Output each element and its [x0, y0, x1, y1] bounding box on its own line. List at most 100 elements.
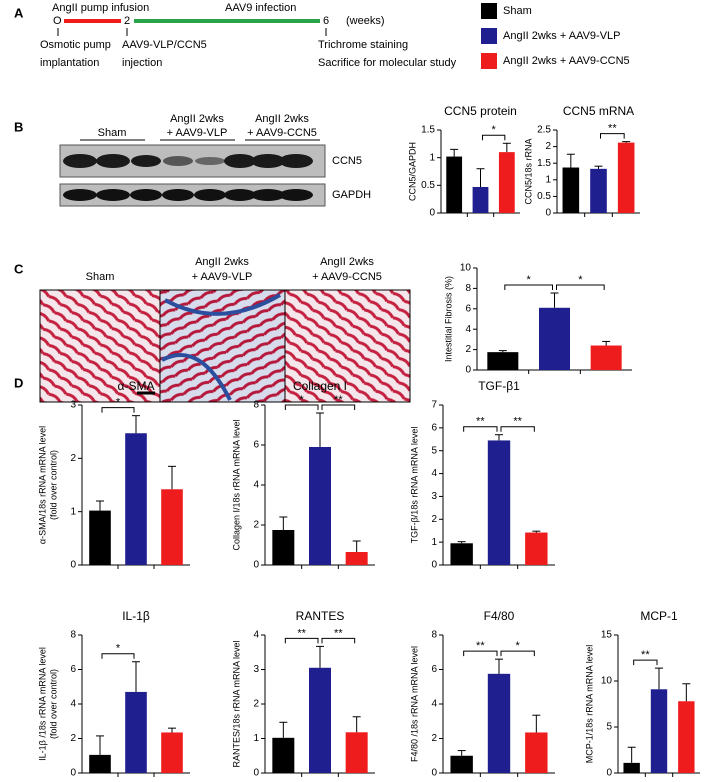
chart-title: TGF-β1 [478, 379, 520, 393]
y-axis-label: TGF-β/18s rRNA mRNA level [409, 427, 419, 544]
error-bar [495, 658, 503, 674]
y-tick-label: 2 [253, 520, 259, 531]
y-tick-label: 10 [601, 676, 613, 687]
significance-bracket [500, 426, 535, 432]
group-label: Sham [98, 127, 127, 139]
significance-label: ** [476, 416, 485, 428]
chart-title: MCP-1 [640, 609, 678, 623]
group-label: AngII 2wks [170, 113, 224, 125]
bar [450, 543, 473, 565]
y-tick-label: 2 [431, 514, 437, 525]
error-bar [476, 168, 485, 187]
error-bar [627, 746, 636, 763]
y-tick-label: 7 [431, 400, 437, 411]
legend-label: AngII 2wks + AAV9-CCN5 [503, 55, 630, 67]
chart-title: RANTES [296, 609, 345, 623]
y-axis-label: F4/80 /18s rRNA mRNA level [409, 646, 419, 762]
bar [472, 186, 489, 213]
y-tick-label: 4 [70, 699, 76, 710]
y-tick-label: 0 [606, 768, 612, 779]
y-tick-label: 0 [253, 560, 259, 571]
y-tick-label: 6 [431, 664, 437, 675]
phase-label: AAV9 infection [225, 2, 296, 14]
bar [678, 701, 695, 773]
error-bar [532, 714, 541, 733]
bar [590, 345, 622, 370]
event-label: implantation [40, 57, 99, 69]
y-axis-label: Collagen I/18s rRNA mRNA level [231, 419, 241, 550]
chart-title: Collagen I [293, 379, 347, 393]
y-tick-label: 1 [545, 174, 551, 185]
y-tick-label: 2 [253, 699, 259, 710]
y-tick-label: 0 [429, 208, 435, 219]
y-tick-label: 0.5 [421, 180, 435, 191]
y-tick-label: 1.5 [421, 125, 435, 136]
y-tick-label: 15 [601, 630, 613, 641]
y-axis-label: IL-1β /18s rRNA mRNA level [37, 647, 47, 761]
y-tick-label: 4 [465, 324, 471, 335]
bar [89, 754, 111, 773]
y-tick-label: 4 [431, 468, 437, 479]
y-tick-label: 6 [70, 664, 76, 675]
y-tick-label: 0 [70, 560, 76, 571]
error-bar [566, 153, 575, 168]
error-bar [594, 165, 603, 169]
bar [309, 667, 331, 773]
significance-bracket [284, 637, 319, 644]
significance-bracket [556, 284, 605, 290]
significance-label: ** [641, 649, 650, 661]
chart-title: CCN5 protein [444, 104, 517, 118]
significance-label: * [516, 640, 521, 652]
y-tick-label: 8 [431, 630, 437, 641]
group-label: Sham [86, 271, 115, 283]
y-tick-label: 1 [253, 733, 259, 744]
y-axis-label: Intestitial Fibrosis (%) [443, 276, 453, 362]
histology-image [284, 289, 411, 403]
significance-label: ** [297, 627, 306, 639]
legend-swatch [481, 53, 497, 69]
event-label: Osmotic pump [40, 39, 111, 51]
timeline-tick: 2 [124, 15, 130, 27]
error-bar [132, 661, 140, 692]
error-bar [132, 415, 140, 434]
group-label: + AAV9-VLP [192, 271, 253, 283]
event-label: Sacrifice for molecular study [318, 57, 457, 69]
significance-label: ** [513, 416, 522, 428]
phase-label: AngII pump infusion [52, 2, 149, 14]
group-label: AngII 2wks [255, 113, 309, 125]
bar [487, 673, 511, 773]
y-tick-label: 0 [431, 768, 437, 779]
y-tick-label: 1 [431, 537, 437, 548]
bar [525, 532, 548, 565]
bar [562, 167, 580, 213]
chart-title: F4/80 [484, 609, 515, 623]
group-label: + AAV9-CCN5 [312, 271, 382, 283]
y-tick-label: 2 [70, 733, 76, 744]
significance-bracket [504, 284, 553, 290]
y-tick-label: 0 [545, 208, 551, 219]
y-tick-label: 8 [465, 283, 471, 294]
y-tick-label: 0 [465, 365, 471, 376]
legend-swatch [481, 3, 497, 19]
y-axis-label: (fold over control) [48, 669, 58, 739]
y-axis-label: (fold over control) [48, 450, 58, 520]
y-tick-label: 1 [429, 152, 435, 163]
panel-label: A [14, 5, 24, 20]
y-tick-label: 3 [253, 664, 259, 675]
y-tick-label: 1.5 [537, 158, 551, 169]
y-axis-label: RANTES/18s rRNA mRNA level [231, 640, 241, 767]
bar [345, 732, 368, 773]
y-axis-label: MCP-1/18s rRNA mRNA level [584, 645, 594, 764]
y-tick-label: 2 [431, 733, 437, 744]
bar [272, 530, 295, 565]
bar [590, 168, 607, 213]
histology-image [39, 289, 161, 403]
bar [623, 762, 640, 773]
error-bar [457, 750, 466, 756]
y-tick-label: 8 [70, 630, 76, 641]
y-tick-label: 4 [253, 630, 259, 641]
error-bar [532, 530, 541, 533]
error-bar [352, 540, 361, 552]
bar [125, 433, 147, 565]
bar [272, 737, 295, 773]
